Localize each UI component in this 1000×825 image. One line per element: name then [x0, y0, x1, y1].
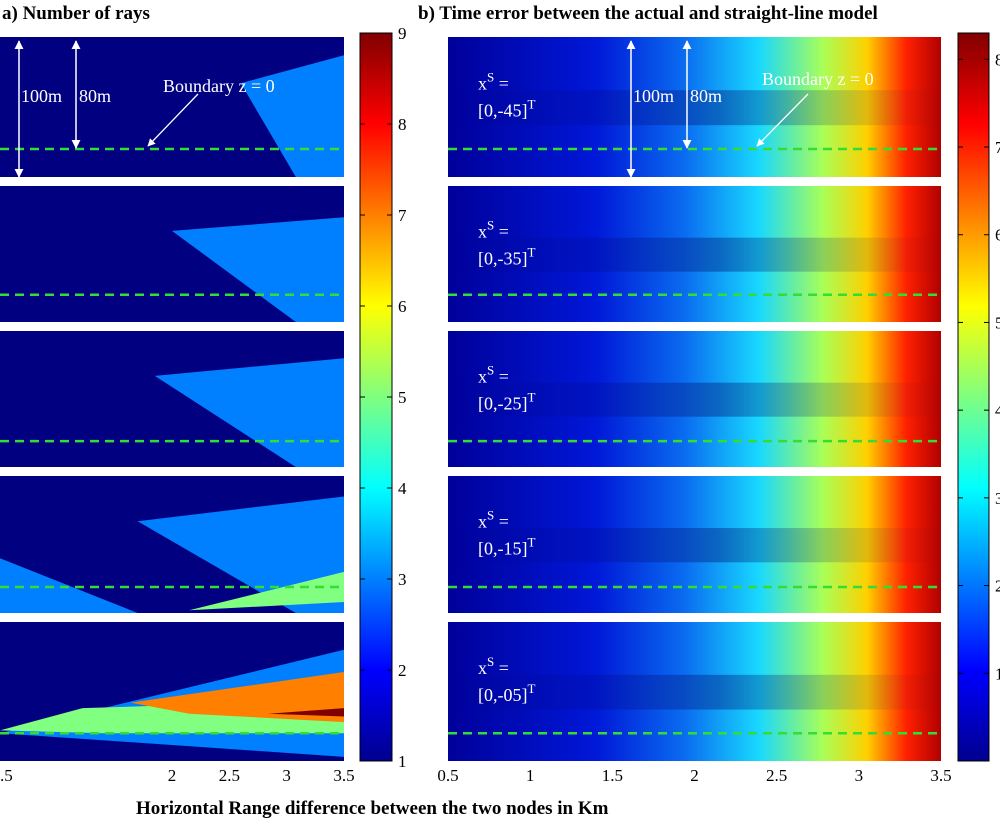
colorbar-tick-label: 1 [995, 664, 1000, 683]
colorbar-tick-label: 4 [995, 401, 1000, 420]
x-tick-label: 3.5 [333, 766, 354, 785]
source-sup: S [487, 69, 494, 84]
source-sup: S [487, 362, 494, 377]
region-3-rays [137, 496, 344, 613]
source-label-line2: [0,-15]T [478, 535, 535, 559]
x-axis-label: Horizontal Range difference between the … [136, 798, 609, 819]
source-prefix: x [478, 658, 487, 678]
colorbar-tick-label: 8 [398, 115, 407, 134]
colorbar-b: 1 2 3 4 5 6 7 8 [957, 32, 1000, 762]
x-tick-label: 2 [168, 766, 177, 785]
panel-a: 100m 80m Boundary z = 0 [0, 37, 344, 761]
colorbar-tick-label: 9 [398, 24, 407, 43]
source-eq: = [494, 658, 509, 678]
source-prefix: x [478, 73, 487, 93]
colorbar-tick-label: 7 [995, 138, 1000, 157]
subplot-b-shading [448, 382, 941, 417]
colorbar-tick-label: 3 [995, 489, 1000, 508]
source-eq: = [494, 73, 509, 93]
source-label-line2: [0,-05]T [478, 681, 535, 705]
colorbar-tick-label: 6 [995, 226, 1000, 245]
source-label-line1: xS = [478, 508, 509, 532]
transpose-sup: T [527, 681, 535, 696]
transpose-sup: T [527, 96, 535, 111]
region-3-rays [154, 358, 344, 467]
region-9-rays [268, 708, 344, 717]
label-100m: 100m [633, 86, 674, 106]
source-prefix: x [478, 512, 487, 532]
boundary-label: Boundary z = 0 [163, 76, 275, 96]
label-80m: 80m [690, 86, 722, 106]
source-vector: [0,-05] [478, 685, 527, 705]
subplot-b-shading [448, 90, 941, 126]
x-ticks-b: 0.5 1 1.5 2 2.5 3 3.5 [437, 766, 951, 785]
colorbar-tick-label: 6 [398, 297, 407, 316]
subplot-b-shading [448, 528, 941, 563]
source-eq: = [494, 512, 509, 532]
x-tick-label: 1.5 [602, 766, 623, 785]
transpose-sup: T [527, 535, 535, 550]
source-label-line1: xS = [478, 362, 509, 386]
x-tick-label: 2.5 [219, 766, 240, 785]
panel-b: xS =[0,-45]TxS =[0,-35]TxS =[0,-25]TxS =… [448, 37, 941, 761]
source-label-line2: [0,-45]T [478, 96, 535, 120]
label-100m: 100m [21, 86, 62, 106]
colorbar-tick-label: 8 [995, 50, 1000, 69]
region-5-rays [189, 571, 344, 611]
transpose-sup: T [527, 389, 535, 404]
source-sup: S [487, 654, 494, 669]
x-tick-label: .5 [0, 766, 13, 785]
subplot-b-shading [448, 674, 941, 710]
source-vector: [0,-35] [478, 248, 527, 268]
region-3-rays-left [0, 558, 138, 613]
x-tick-label: 3 [282, 766, 291, 785]
source-eq: = [494, 221, 509, 241]
source-vector: [0,-15] [478, 539, 527, 559]
source-sup: S [487, 217, 494, 232]
colorbar-tick-label: 1 [398, 752, 407, 771]
colorbar-tick-label: 2 [995, 577, 1000, 596]
colorbar-tick-label: 7 [398, 206, 407, 225]
colorbar-tick-label: 5 [995, 313, 1000, 332]
boundary-arrow [756, 93, 809, 147]
source-sup: S [487, 508, 494, 523]
x-tick-label: 2 [690, 766, 699, 785]
subplot-b-shading [448, 237, 941, 272]
region-7-rays [130, 672, 344, 723]
x-tick-label: 3 [855, 766, 864, 785]
source-label-line1: xS = [478, 654, 509, 678]
source-label-line2: [0,-35]T [478, 244, 535, 268]
source-label-line1: xS = [478, 217, 509, 241]
colorbar-tick-label: 5 [398, 388, 407, 407]
source-vector: [0,-25] [478, 393, 527, 413]
source-prefix: x [478, 366, 487, 386]
colorbar-a: 1 2 3 4 5 6 7 8 9 [359, 24, 407, 771]
label-80m: 80m [79, 86, 111, 106]
colorbar-tick-label: 2 [398, 661, 407, 680]
x-tick-label: 1 [526, 766, 535, 785]
source-eq: = [494, 366, 509, 386]
x-tick-label: 0.5 [437, 766, 458, 785]
colorbar-tick-label: 4 [398, 479, 407, 498]
region-3-rays [240, 55, 344, 178]
panel-b-title: b) Time error between the actual and str… [418, 3, 878, 24]
source-label-line1: xS = [478, 69, 509, 93]
x-tick-label: 3.5 [930, 766, 951, 785]
source-label-line2: [0,-25]T [478, 389, 535, 413]
colorbar-tick-label: 3 [398, 570, 407, 589]
panel-a-title: a) Number of rays [2, 3, 150, 24]
source-prefix: x [478, 221, 487, 241]
x-ticks-a: .5 2 2.5 3 3.5 [0, 766, 355, 785]
source-vector: [0,-45] [478, 100, 527, 120]
transpose-sup: T [527, 244, 535, 259]
boundary-label: Boundary z = 0 [762, 69, 874, 89]
x-tick-label: 2.5 [766, 766, 787, 785]
boundary-arrow [147, 93, 199, 147]
